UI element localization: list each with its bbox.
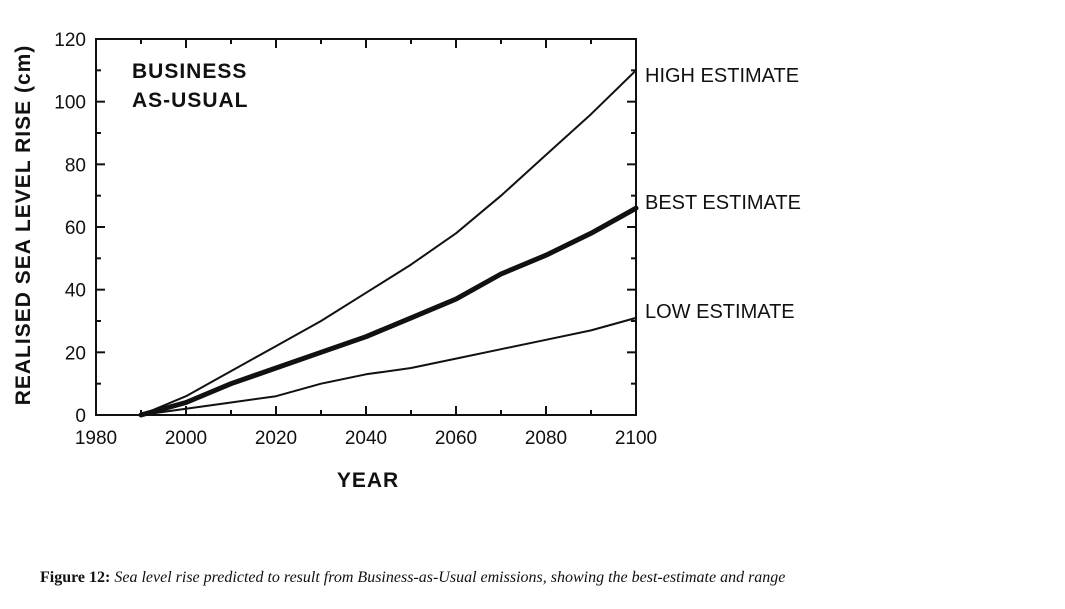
series-label-2: BEST ESTIMATE bbox=[645, 192, 801, 214]
series-label-1: HIGH ESTIMATE bbox=[645, 65, 799, 87]
y-axis-title: REALISED SEA LEVEL RISE (cm) bbox=[12, 45, 35, 406]
inset-label-line-1: BUSINESS bbox=[132, 60, 247, 83]
series-label-3: LOW ESTIMATE bbox=[645, 301, 795, 323]
x-tick-label: 1980 bbox=[75, 428, 117, 449]
x-tick-label: 2020 bbox=[255, 428, 297, 449]
figure-caption: Figure 12: Sea level rise predicted to r… bbox=[40, 569, 1060, 587]
figure-caption-text: Sea level rise predicted to result from … bbox=[114, 569, 786, 586]
y-tick-label: 80 bbox=[65, 155, 86, 176]
series-line-3 bbox=[140, 316, 637, 416]
series-line-2 bbox=[138, 205, 639, 418]
x-axis-title: YEAR bbox=[337, 469, 399, 492]
x-tick-label: 2100 bbox=[615, 428, 657, 449]
x-tick-label: 2080 bbox=[525, 428, 567, 449]
inset-label-line-2: AS-USUAL bbox=[132, 89, 249, 112]
x-tick-label: 2000 bbox=[165, 428, 207, 449]
y-tick-label: 60 bbox=[65, 218, 86, 239]
y-tick-label: 120 bbox=[54, 30, 86, 51]
series-line-1 bbox=[140, 69, 637, 416]
y-tick-label: 100 bbox=[54, 93, 86, 114]
y-tick-label: 20 bbox=[65, 343, 86, 364]
y-tick-label: 0 bbox=[75, 406, 86, 427]
x-tick-label: 2040 bbox=[345, 428, 387, 449]
x-tick-label: 2060 bbox=[435, 428, 477, 449]
y-tick-label: 40 bbox=[65, 281, 86, 302]
sea-level-chart: 1980 2000 2020 2040 2060 2080 2100020406080100… bbox=[12, 30, 801, 492]
figure-number: Figure 12: bbox=[40, 569, 111, 586]
